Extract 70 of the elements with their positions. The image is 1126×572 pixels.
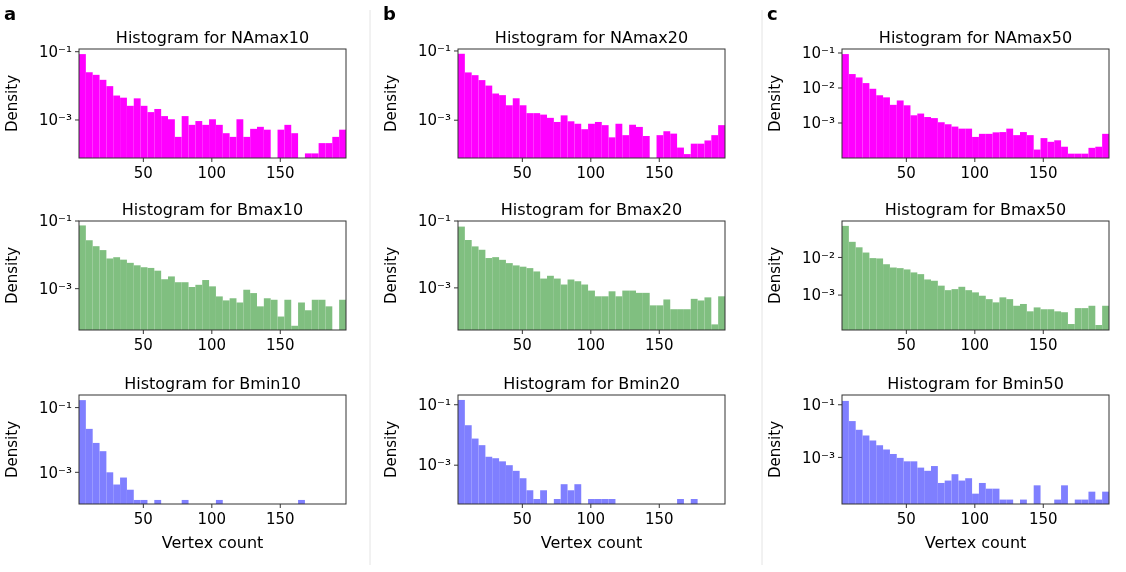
y-tick-label: 10⁻³ [417, 111, 451, 130]
y-tick-label: 10⁻³ [38, 111, 72, 130]
x-tick-label: 150 [1028, 336, 1058, 354]
y-tick-label: 10⁻¹ [417, 395, 451, 414]
y-tick-label: 10⁻² [801, 79, 835, 98]
y-tick-label: 10⁻³ [801, 114, 835, 133]
x-tick-label: 150 [265, 336, 295, 354]
x-tick-label: 150 [644, 336, 674, 354]
chart-title: Histogram for NAmax50 [878, 28, 1073, 47]
chart-title: Histogram for Bmin10 [124, 374, 301, 393]
chart-title: Histogram for Bmax50 [884, 200, 1067, 219]
x-tick-label: 150 [265, 164, 295, 182]
x-tick-label: 150 [644, 164, 674, 182]
x-tick-label: 100 [576, 510, 606, 528]
x-tick-label: 50 [512, 164, 532, 182]
y-tick-label: 10⁻³ [417, 456, 451, 475]
x-tick-label: 50 [896, 510, 916, 528]
y-tick-label: 10⁻³ [38, 463, 72, 482]
chart-title: Histogram for NAmax10 [115, 28, 310, 47]
x-tick-label: 50 [512, 336, 532, 354]
x-tick-label: 150 [1028, 510, 1058, 528]
y-axis-title: Density [766, 74, 784, 133]
chart-title: Histogram for Bmax20 [500, 200, 683, 219]
chart-title: Histogram for Bmin20 [503, 374, 680, 393]
y-tick-label: 10⁻¹ [801, 44, 835, 63]
y-tick-label: 10⁻¹ [38, 398, 72, 417]
y-tick-label: 10⁻² [801, 248, 835, 267]
y-tick-label: 10⁻¹ [38, 212, 72, 231]
x-tick-label: 50 [896, 336, 916, 354]
x-tick-label: 100 [576, 336, 606, 354]
x-tick-label: 150 [265, 510, 295, 528]
y-tick-label: 10⁻¹ [417, 42, 451, 61]
chart-title: Histogram for NAmax20 [494, 28, 689, 47]
x-tick-label: 50 [896, 164, 916, 182]
x-axis-title: Vertex count [540, 533, 643, 552]
x-tick-label: 100 [960, 336, 990, 354]
y-tick-label: 10⁻³ [417, 279, 451, 298]
x-axis-title: Vertex count [161, 533, 264, 552]
y-axis-title: Density [766, 420, 784, 479]
y-axis-title: Density [382, 420, 400, 479]
y-axis-title: Density [3, 246, 21, 305]
x-tick-label: 50 [133, 164, 153, 182]
chart-title: Histogram for Bmax10 [121, 200, 304, 219]
y-axis-title: Density [382, 246, 400, 305]
x-tick-label: 100 [960, 164, 990, 182]
x-tick-label: 50 [133, 510, 153, 528]
y-axis-title: Density [3, 74, 21, 133]
x-tick-label: 100 [197, 164, 227, 182]
y-tick-label: 10⁻³ [801, 448, 835, 467]
y-tick-label: 10⁻¹ [417, 212, 451, 231]
chart-title: Histogram for Bmin50 [887, 374, 1064, 393]
x-tick-label: 100 [197, 336, 227, 354]
x-tick-label: 150 [644, 510, 674, 528]
y-tick-label: 10⁻¹ [38, 42, 72, 61]
text: b [383, 3, 396, 24]
y-axis-title: Density [766, 246, 784, 305]
text: c [767, 3, 778, 24]
x-tick-label: 150 [1028, 164, 1058, 182]
x-tick-label: 50 [512, 510, 532, 528]
y-tick-label: 10⁻¹ [801, 396, 835, 415]
y-tick-label: 10⁻³ [801, 286, 835, 305]
y-tick-label: 10⁻³ [38, 279, 72, 298]
y-axis-title: Density [382, 74, 400, 133]
x-tick-label: 100 [576, 164, 606, 182]
x-axis-title: Vertex count [924, 533, 1027, 552]
y-axis-title: Density [3, 420, 21, 479]
x-tick-label: 100 [960, 510, 990, 528]
x-tick-label: 100 [197, 510, 227, 528]
text: a [4, 3, 17, 24]
x-tick-label: 50 [133, 336, 153, 354]
